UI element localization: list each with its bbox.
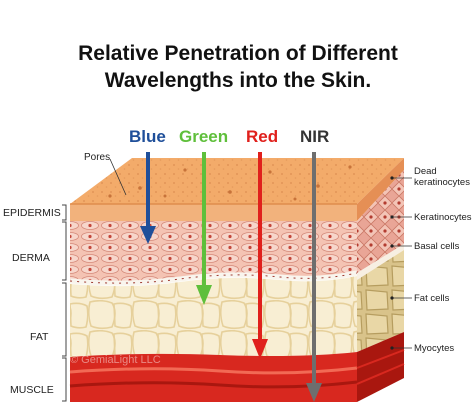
wavelength-label-red: Red	[246, 127, 279, 146]
title-line-1: Relative Penetration of Different	[78, 42, 398, 65]
label-fat-cells: Fat cells	[414, 293, 450, 304]
label-basal-cells: Basal cells	[414, 241, 460, 252]
wavelength-label-green: Green	[179, 127, 229, 146]
right-leader-dots	[390, 176, 394, 350]
side-epidermis	[357, 158, 404, 221]
diagram-title: Relative Penetration of Different Wavele…	[0, 40, 476, 94]
wavelength-label-nir: NIR	[300, 127, 330, 146]
label-pores: Pores	[84, 152, 111, 163]
label-myocytes: Myocytes	[414, 343, 455, 354]
arrow-red	[252, 152, 268, 359]
watermark: © GemiaLight LLC	[70, 354, 161, 366]
right-leaders	[392, 177, 412, 349]
arrow-nir	[306, 152, 322, 402]
label-epidermis: EPIDERMIS	[3, 207, 61, 219]
skin-top-surface	[70, 158, 404, 204]
pores	[108, 165, 352, 201]
muscle-front	[70, 352, 357, 402]
layer-brackets	[62, 204, 67, 402]
label-fat: FAT	[30, 331, 49, 343]
arrow-green	[196, 152, 212, 305]
label-dead-line2: keratinocytes	[414, 177, 470, 188]
label-dead-line1: Dead	[414, 166, 437, 177]
label-derma: DERMA	[12, 252, 50, 264]
fat-front	[70, 276, 357, 357]
side-basal	[357, 244, 404, 280]
label-dead-keratinocytes: Dead keratinocytes	[414, 166, 470, 188]
label-keratinocytes: Keratinocytes	[414, 212, 472, 223]
label-muscle: MUSCLE	[10, 384, 54, 396]
pores-pointer	[109, 158, 127, 196]
title-line-2: Wavelengths into the Skin.	[104, 69, 372, 92]
side-fat	[357, 250, 404, 352]
epidermis-front	[70, 204, 357, 221]
arrow-blue	[140, 152, 156, 244]
derma-front	[70, 221, 357, 284]
wavelength-label-blue: Blue	[129, 127, 166, 146]
